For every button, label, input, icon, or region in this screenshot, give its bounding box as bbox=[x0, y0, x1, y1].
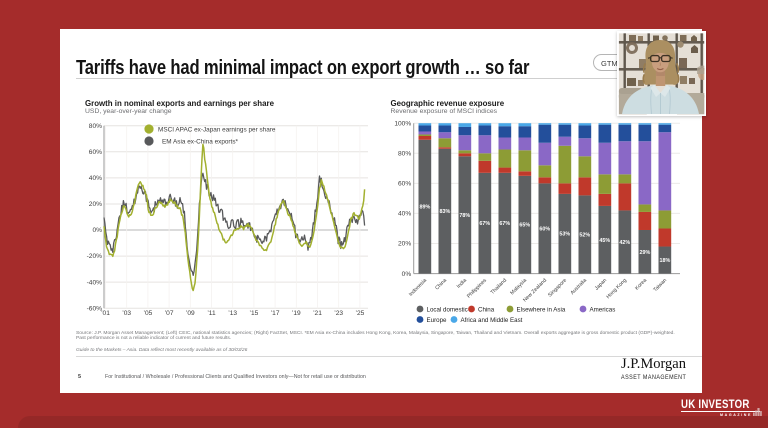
svg-text:Thailand: Thailand bbox=[490, 278, 508, 296]
svg-text:-60%: -60% bbox=[87, 305, 103, 312]
svg-text:83%: 83% bbox=[440, 209, 451, 215]
svg-text:29%: 29% bbox=[640, 250, 651, 256]
svg-text:40%: 40% bbox=[89, 175, 102, 182]
svg-text:18%: 18% bbox=[660, 258, 671, 264]
svg-text:’03: ’03 bbox=[122, 310, 131, 317]
svg-text:’19: ’19 bbox=[292, 310, 301, 317]
svg-text:42%: 42% bbox=[619, 240, 630, 246]
svg-text:60%: 60% bbox=[89, 149, 102, 156]
svg-text:Local domestic: Local domestic bbox=[427, 306, 468, 313]
svg-text:78%: 78% bbox=[459, 213, 470, 219]
svg-text:’07: ’07 bbox=[165, 310, 174, 317]
svg-text:’15: ’15 bbox=[249, 310, 258, 317]
svg-text:Americas: Americas bbox=[590, 306, 616, 313]
svg-text:40%: 40% bbox=[398, 211, 411, 218]
svg-text:80%: 80% bbox=[398, 151, 411, 158]
svg-text:China: China bbox=[434, 278, 448, 292]
svg-text:60%: 60% bbox=[398, 181, 411, 188]
svg-text:’09: ’09 bbox=[186, 310, 195, 317]
svg-text:65%: 65% bbox=[519, 223, 530, 229]
svg-text:’25: ’25 bbox=[355, 310, 364, 317]
svg-text:60%: 60% bbox=[539, 227, 550, 233]
svg-text:EM Asia ex-China exports*: EM Asia ex-China exports* bbox=[162, 138, 239, 145]
svg-text:20%: 20% bbox=[89, 201, 102, 208]
svg-text:-20%: -20% bbox=[87, 253, 103, 260]
svg-text:MSCI APAC ex-Japan earnings pe: MSCI APAC ex-Japan earnings per share bbox=[158, 126, 276, 133]
svg-text:Taiwan: Taiwan bbox=[652, 278, 668, 294]
svg-text:’23: ’23 bbox=[334, 310, 343, 317]
svg-text:Indonesia: Indonesia bbox=[408, 278, 428, 298]
svg-text:’21: ’21 bbox=[313, 310, 322, 317]
svg-text:67%: 67% bbox=[499, 221, 510, 227]
svg-text:’05: ’05 bbox=[143, 310, 152, 317]
svg-text:’17: ’17 bbox=[271, 310, 280, 317]
svg-text:52%: 52% bbox=[579, 233, 590, 239]
svg-text:Australia: Australia bbox=[570, 278, 589, 297]
svg-text:’13: ’13 bbox=[228, 310, 237, 317]
svg-text:’01: ’01 bbox=[101, 310, 110, 317]
svg-text:53%: 53% bbox=[559, 232, 570, 238]
svg-text:Japan: Japan bbox=[594, 278, 608, 292]
svg-text:Korea: Korea bbox=[634, 278, 648, 292]
svg-text:Singapore: Singapore bbox=[547, 278, 568, 299]
svg-text:20%: 20% bbox=[398, 241, 411, 248]
svg-text:89%: 89% bbox=[420, 205, 431, 211]
svg-text:Malaysia: Malaysia bbox=[509, 278, 528, 297]
svg-text:Africa and Middle East: Africa and Middle East bbox=[461, 317, 523, 324]
svg-text:Philippines: Philippines bbox=[466, 277, 488, 299]
svg-text:100%: 100% bbox=[394, 120, 411, 127]
svg-text:China: China bbox=[478, 306, 495, 313]
svg-text:India: India bbox=[456, 278, 468, 290]
svg-text:0%: 0% bbox=[402, 271, 412, 278]
svg-text:80%: 80% bbox=[89, 123, 102, 130]
svg-text:Hong Kong: Hong Kong bbox=[605, 278, 628, 301]
svg-text:67%: 67% bbox=[479, 221, 490, 227]
svg-text:Elsewhere in Asia: Elsewhere in Asia bbox=[517, 306, 566, 313]
svg-text:Europe: Europe bbox=[427, 317, 448, 324]
svg-text:-40%: -40% bbox=[87, 279, 103, 286]
svg-text:’11: ’11 bbox=[207, 310, 216, 317]
svg-text:45%: 45% bbox=[599, 238, 610, 244]
svg-text:0%: 0% bbox=[92, 227, 102, 234]
